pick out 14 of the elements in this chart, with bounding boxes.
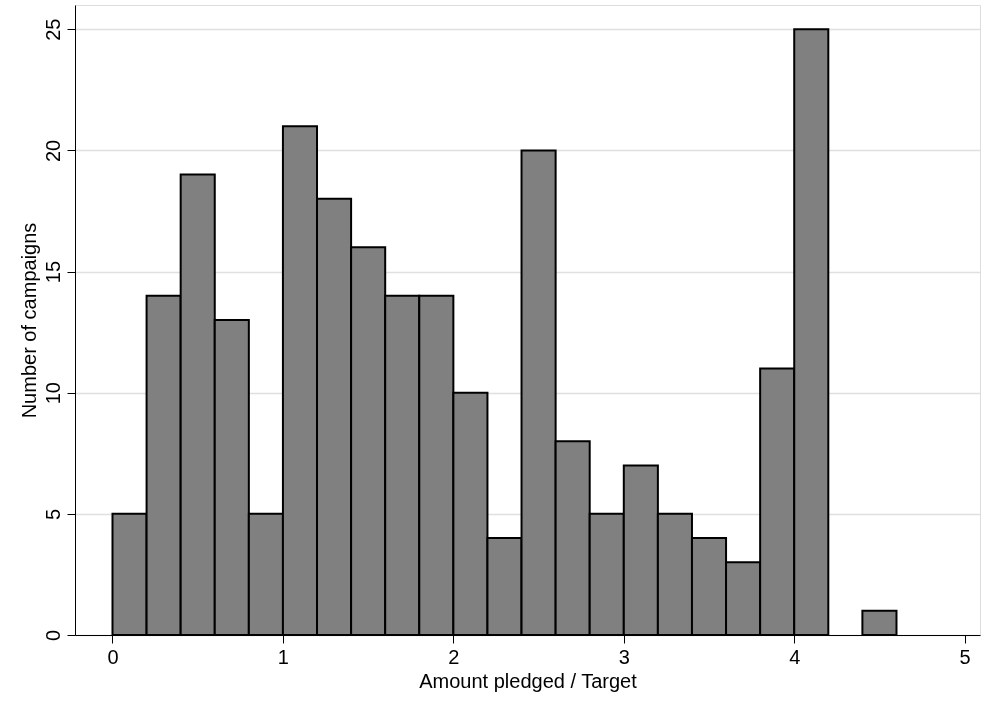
y-tick-label: 10 — [41, 382, 64, 405]
x-tick-label: 3 — [618, 645, 630, 668]
x-tick-label: 4 — [789, 645, 801, 668]
y-tick-label: 15 — [41, 260, 64, 284]
x-axis-title: Amount pledged / Target — [419, 669, 638, 692]
x-tick-label: 2 — [448, 645, 460, 668]
x-tick-label: 1 — [277, 645, 289, 668]
y-tick-label: 0 — [41, 629, 64, 642]
x-tick-label: 0 — [107, 645, 119, 668]
y-tick-label: 5 — [41, 508, 64, 520]
y-tick-label: 20 — [41, 139, 64, 163]
y-tick-label: 25 — [41, 18, 64, 41]
y-axis-title: Number of campaigns — [17, 222, 40, 419]
x-tick-label: 5 — [959, 645, 971, 668]
